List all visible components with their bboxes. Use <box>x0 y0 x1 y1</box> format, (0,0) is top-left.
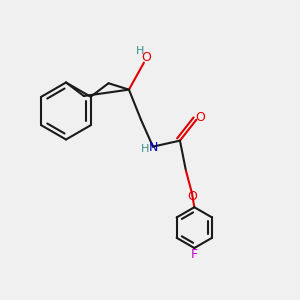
Text: F: F <box>191 248 198 261</box>
Text: N: N <box>149 141 158 154</box>
Text: O: O <box>195 111 205 124</box>
Text: O: O <box>187 190 197 203</box>
Text: H: H <box>136 46 144 56</box>
Text: O: O <box>141 51 151 64</box>
Text: H: H <box>141 144 149 154</box>
